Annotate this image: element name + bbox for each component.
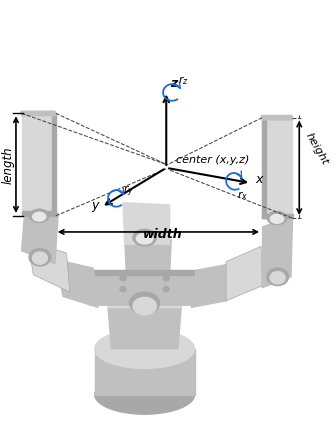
Polygon shape <box>22 113 55 216</box>
Text: $r_y$: $r_y$ <box>123 184 134 199</box>
Ellipse shape <box>120 286 126 292</box>
Polygon shape <box>262 216 293 288</box>
Text: $r_z$: $r_z$ <box>178 74 189 87</box>
Polygon shape <box>83 272 205 305</box>
Text: z: z <box>170 77 177 90</box>
Ellipse shape <box>133 297 156 315</box>
Ellipse shape <box>32 252 47 264</box>
Ellipse shape <box>163 286 169 292</box>
Text: height: height <box>303 131 330 167</box>
Ellipse shape <box>29 249 51 266</box>
Polygon shape <box>95 349 195 395</box>
Ellipse shape <box>133 229 156 246</box>
Ellipse shape <box>270 272 285 284</box>
Polygon shape <box>108 301 181 307</box>
Text: width: width <box>143 228 182 241</box>
Text: length: length <box>2 147 15 184</box>
Ellipse shape <box>267 211 287 225</box>
Polygon shape <box>226 246 263 301</box>
Polygon shape <box>51 113 56 216</box>
Polygon shape <box>261 116 293 120</box>
Text: y: y <box>91 199 99 212</box>
Polygon shape <box>22 209 58 264</box>
Ellipse shape <box>130 292 160 314</box>
Text: x: x <box>255 173 262 186</box>
Polygon shape <box>108 307 181 349</box>
Polygon shape <box>28 242 70 292</box>
Ellipse shape <box>267 268 288 286</box>
Polygon shape <box>123 203 170 244</box>
Ellipse shape <box>270 215 284 223</box>
Ellipse shape <box>136 233 153 244</box>
Ellipse shape <box>95 375 195 414</box>
Polygon shape <box>55 259 98 307</box>
Ellipse shape <box>163 276 169 281</box>
Ellipse shape <box>95 329 195 368</box>
Ellipse shape <box>29 209 49 222</box>
Polygon shape <box>83 270 205 275</box>
Text: $r_x$: $r_x$ <box>237 189 248 202</box>
Polygon shape <box>262 118 266 218</box>
Polygon shape <box>191 264 231 307</box>
Ellipse shape <box>120 276 126 281</box>
Ellipse shape <box>33 212 46 221</box>
Polygon shape <box>262 214 293 218</box>
Polygon shape <box>262 118 292 218</box>
Polygon shape <box>21 111 56 116</box>
Text: center (x,y,z): center (x,y,z) <box>176 155 250 165</box>
Polygon shape <box>125 238 171 277</box>
Polygon shape <box>22 211 56 216</box>
